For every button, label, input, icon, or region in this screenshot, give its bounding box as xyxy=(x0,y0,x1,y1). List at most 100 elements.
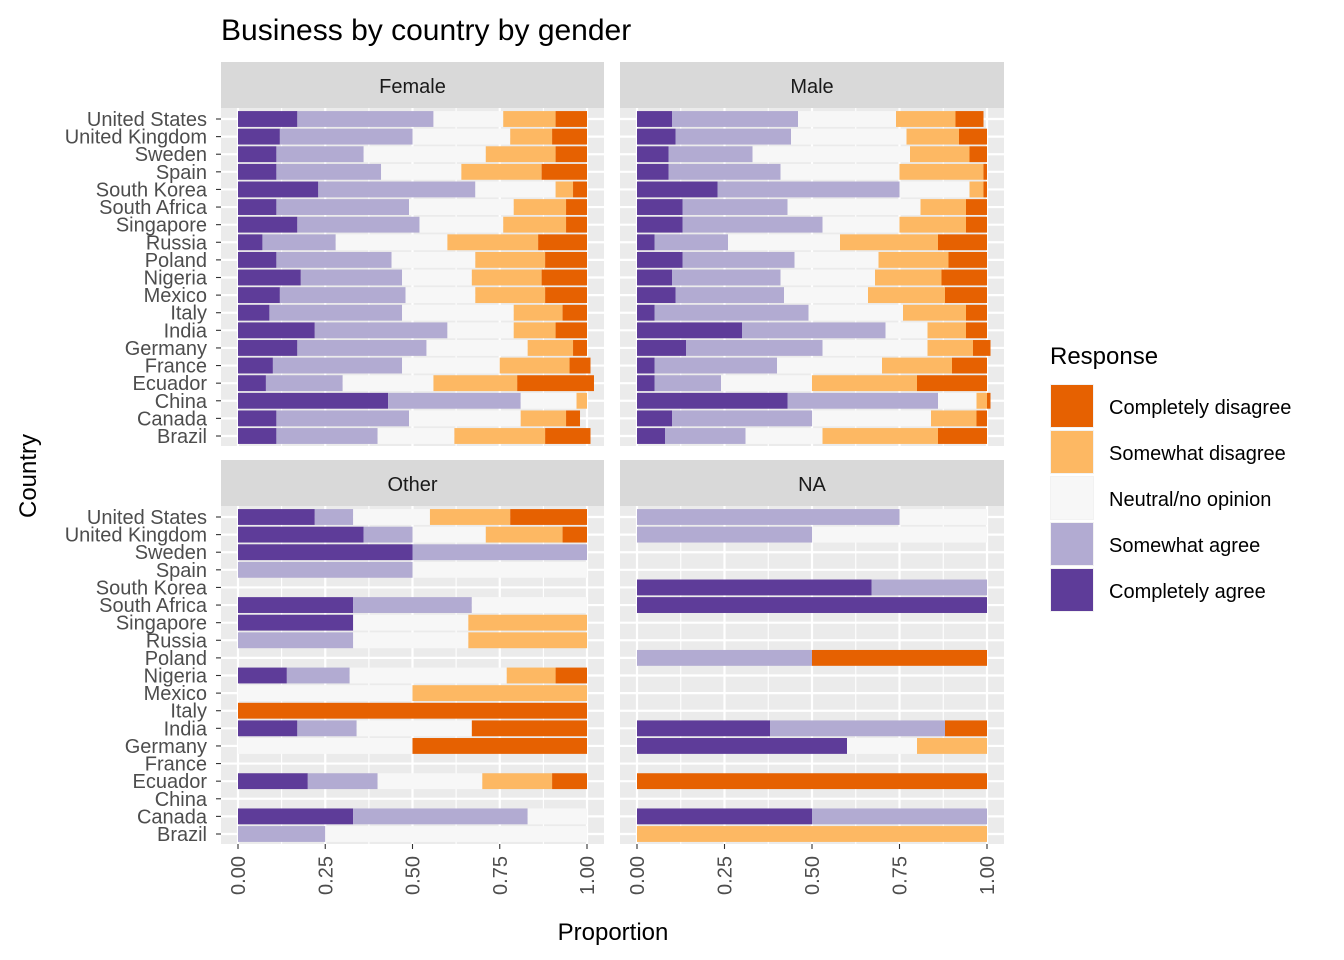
bar-poland-completely-agree xyxy=(238,251,277,268)
bars xyxy=(637,111,991,444)
bar-germany-neutral xyxy=(426,340,528,356)
facet-panels: Female BrazilCanadaChinaEcuadorFranceGerm… xyxy=(65,62,1004,895)
legend-label-somewhat-agree: Somewhat agree xyxy=(1109,535,1260,557)
y-tick-label: United Kingdom xyxy=(65,525,207,547)
bar-italy-somewhat-agree xyxy=(654,304,809,321)
bar-india-somewhat-agree xyxy=(297,720,357,737)
legend-key-somewhat-disagree xyxy=(1051,431,1093,473)
bar-nigeria-somewhat-disagree xyxy=(875,269,942,286)
bar-brazil-completely-agree xyxy=(637,428,665,444)
bar-poland-completely-disagree xyxy=(812,649,987,666)
y-tick-label: Germany xyxy=(125,736,207,758)
x-tick-label: 0.25 xyxy=(315,856,337,895)
bar-singapore-neutral xyxy=(419,216,504,233)
bar-india-somewhat-agree xyxy=(314,322,448,339)
bar-germany-somewhat-disagree xyxy=(927,340,973,356)
bar-singapore-somewhat-disagree xyxy=(468,614,587,631)
bar-canada-neutral xyxy=(409,410,521,427)
bar-russia-somewhat-agree xyxy=(654,234,728,251)
x-tick-label: 0.00 xyxy=(228,856,250,895)
bar-mexico-completely-agree xyxy=(637,287,676,304)
bar-brazil-neutral xyxy=(377,428,455,444)
bar-south-korea-somewhat-agree xyxy=(318,181,476,198)
bar-mexico-neutral xyxy=(405,287,476,304)
bar-india-completely-agree xyxy=(637,720,770,737)
y-axis-labels: BrazilCanadaChinaEcuadorFranceGermanyInd… xyxy=(65,507,221,846)
bar-ecuador-completely-agree xyxy=(637,375,655,392)
bar-united-states-completely-agree xyxy=(238,111,298,127)
bar-south-korea-completely-agree xyxy=(238,181,319,198)
y-tick-label: Canada xyxy=(137,408,208,430)
bar-sweden-completely-agree xyxy=(238,544,413,561)
y-tick-label: Italy xyxy=(170,303,207,325)
bar-united-kingdom-completely-disagree xyxy=(552,128,587,145)
bar-poland-somewhat-disagree xyxy=(475,251,546,268)
bar-france-completely-agree xyxy=(637,357,655,374)
bar-ecuador-somewhat-disagree xyxy=(812,375,917,392)
bar-south-africa-completely-agree xyxy=(238,199,277,215)
bar-germany-neutral xyxy=(822,340,928,356)
bar-spain-somewhat-agree xyxy=(668,163,781,180)
bar-united-states-neutral xyxy=(433,111,504,127)
bar-canada-somewhat-disagree xyxy=(520,410,567,427)
bar-south-africa-somewhat-agree xyxy=(682,199,788,215)
bar-india-somewhat-disagree xyxy=(513,322,556,339)
bar-singapore-somewhat-agree xyxy=(682,216,823,233)
bar-germany-neutral xyxy=(847,738,917,754)
bar-france-somewhat-disagree xyxy=(499,357,570,374)
bars xyxy=(238,111,594,444)
bar-china-somewhat-disagree xyxy=(576,392,587,409)
bar-china-completely-agree xyxy=(637,392,788,409)
x-axis-labels: 0.00 0.25 0.50 0.75 1.00 xyxy=(627,844,999,895)
bar-nigeria-neutral xyxy=(780,269,875,286)
x-tick-label: 1.00 xyxy=(977,856,999,895)
bar-united-states-somewhat-disagree xyxy=(896,111,956,127)
y-tick-label: Sweden xyxy=(135,542,207,564)
bar-nigeria-somewhat-disagree xyxy=(506,667,556,684)
y-tick-label: Russia xyxy=(146,630,208,652)
bar-germany-somewhat-agree xyxy=(686,340,823,356)
bar-nigeria-completely-disagree xyxy=(941,269,987,286)
legend-label-somewhat-disagree: Somewhat disagree xyxy=(1109,443,1286,465)
bar-united-states-somewhat-agree xyxy=(637,509,900,525)
bar-sweden-neutral xyxy=(363,146,486,163)
bar-south-africa-completely-agree xyxy=(238,597,354,613)
facet-strip-label: Female xyxy=(379,76,446,98)
bar-sweden-neutral xyxy=(752,146,910,163)
bar-south-africa-completely-agree xyxy=(637,597,987,613)
bar-south-africa-somewhat-disagree xyxy=(920,199,966,215)
bar-china-somewhat-agree xyxy=(388,392,521,409)
bar-spain-somewhat-disagree xyxy=(461,163,542,180)
bar-germany-somewhat-disagree xyxy=(917,738,987,754)
y-tick-label: South Africa xyxy=(99,197,208,219)
bar-russia-somewhat-disagree xyxy=(447,234,539,251)
bar-south-africa-completely-disagree xyxy=(966,199,987,215)
bar-india-completely-agree xyxy=(637,322,742,339)
bar-india-completely-disagree xyxy=(471,720,587,737)
bar-poland-somewhat-agree xyxy=(276,251,392,268)
y-tick-label: Nigeria xyxy=(144,268,208,290)
bar-canada-completely-agree xyxy=(637,808,812,825)
bar-south-korea-completely-agree xyxy=(637,181,718,198)
bar-mexico-completely-agree xyxy=(238,287,280,304)
y-tick-label: Germany xyxy=(125,338,207,360)
bar-france-completely-agree xyxy=(238,357,273,374)
bar-russia-neutral xyxy=(335,234,448,251)
bar-italy-completely-agree xyxy=(637,304,655,321)
y-tick-label: Singapore xyxy=(116,613,207,635)
bar-canada-neutral xyxy=(812,410,931,427)
bar-brazil-somewhat-agree xyxy=(276,428,378,444)
bar-united-kingdom-completely-disagree xyxy=(959,128,987,145)
bar-ecuador-completely-disagree xyxy=(552,773,587,790)
x-tick-label: 1.00 xyxy=(577,856,599,895)
bar-ecuador-completely-agree xyxy=(238,375,266,392)
bar-poland-somewhat-agree xyxy=(682,251,795,268)
facet-strip-label: Other xyxy=(387,474,437,496)
bar-singapore-neutral xyxy=(353,614,469,631)
bar-china-somewhat-disagree xyxy=(976,392,987,409)
bar-russia-completely-agree xyxy=(637,234,655,251)
bar-spain-somewhat-agree xyxy=(276,163,382,180)
bar-south-africa-neutral xyxy=(471,597,587,613)
bar-germany-completely-agree xyxy=(637,738,847,754)
bar-france-somewhat-disagree xyxy=(882,357,952,374)
